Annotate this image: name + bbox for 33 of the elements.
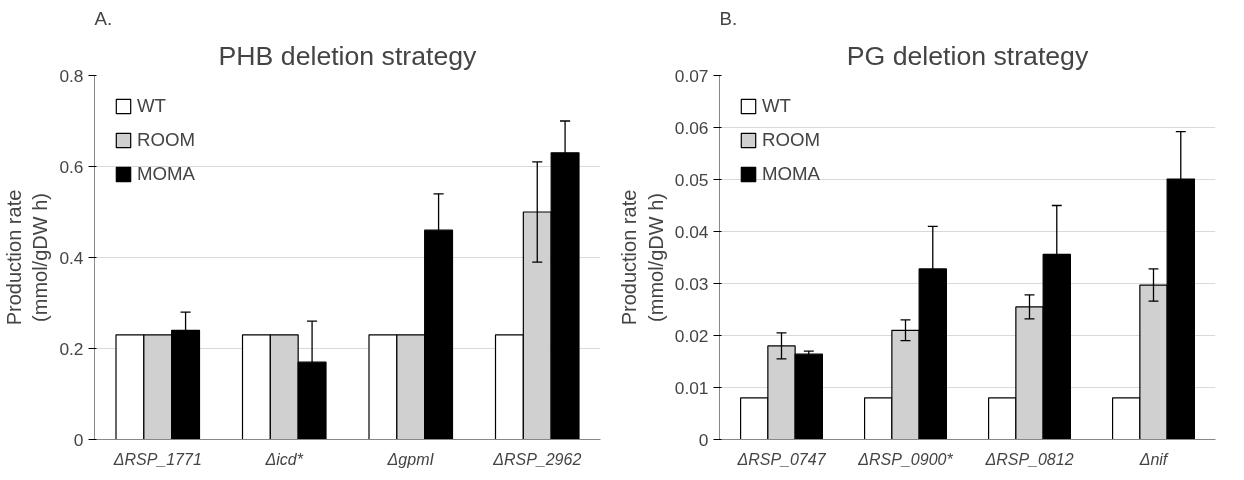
y-tick-label: 0.01	[674, 377, 709, 398]
y-tick-label: 0.2	[59, 338, 84, 359]
y-tick-label: 0.02	[674, 325, 709, 346]
chart-title: PG deletion strategy	[846, 40, 1089, 71]
y-tick-label: 0.4	[59, 247, 84, 268]
x-tick-label: ΔRSP_0812	[984, 450, 1074, 468]
y-axis-title: Production rate (mmol/gDW h)	[618, 189, 667, 326]
legend-label: MOMA	[762, 163, 821, 185]
legend-label: ROOM	[762, 129, 821, 151]
text: B.	[719, 7, 738, 29]
y-tick-label: 0.07	[674, 65, 709, 86]
x-tick-label: ΔRSP_2962	[492, 450, 582, 468]
y-tick-label: 0.03	[674, 273, 709, 294]
x-tick-label: Δicd*	[264, 450, 304, 468]
y-tick-label: 0.8	[59, 65, 84, 86]
legend-label: MOMA	[137, 163, 196, 185]
x-tick-label: ΔRSP_0900*	[857, 450, 954, 468]
x-tick-label: ΔRSP_1771	[112, 450, 202, 468]
y-axis-title: Production rate (mmol/gDW h)	[3, 189, 52, 326]
text: A.	[94, 7, 113, 29]
legend-label: WT	[137, 95, 167, 117]
x-tick-label: ΔRSP_0747	[736, 450, 827, 468]
y-tick-label: 0.04	[674, 221, 709, 242]
y-tick-label: 0.05	[674, 169, 709, 190]
legend-label: WT	[762, 95, 792, 117]
legend-label: ROOM	[137, 129, 196, 151]
chart-title: PHB deletion strategy	[218, 40, 478, 71]
x-tick-label: Δnif	[1138, 450, 1169, 468]
y-tick-label: 0	[698, 429, 709, 450]
x-tick-label: ΔgpmI	[386, 450, 435, 468]
y-tick-label: 0.06	[674, 117, 709, 138]
y-tick-label: 0.6	[59, 156, 84, 177]
y-tick-label: 0	[73, 429, 84, 450]
